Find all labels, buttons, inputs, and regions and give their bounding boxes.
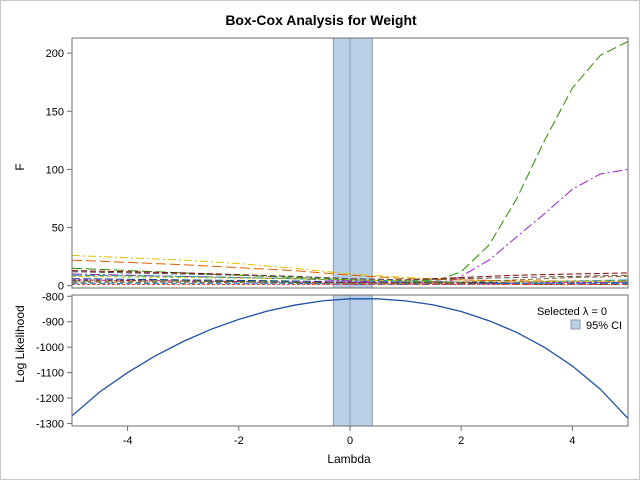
x-tick-label: 4	[569, 435, 575, 447]
f-panel-y-tick-label: 200	[46, 48, 64, 60]
f-panel-series-line-11	[72, 275, 628, 284]
f-panel-series-line-5	[72, 271, 628, 281]
loglik-panel-y-tick-label: -900	[42, 317, 64, 329]
f-panel-y-tick-label: 100	[46, 164, 64, 176]
f-panel-series-line-10	[72, 280, 628, 285]
x-tick-label: -4	[123, 435, 133, 447]
f-panel-series-line-0	[72, 41, 628, 282]
f-panel-series-line-8	[72, 278, 628, 284]
f-panel-y-tick-label: 50	[52, 223, 64, 235]
loglik-panel-y-tick-label: -1200	[36, 393, 64, 405]
loglik-panel-y-axis-label: Log Likelihood	[13, 305, 27, 382]
f-panel-ci-band	[332, 37, 373, 289]
legend-selected-lambda: Selected λ = 0	[537, 306, 607, 318]
chart-title: Box-Cox Analysis for Weight	[225, 12, 417, 28]
legend-ci-label: 95% CI	[586, 320, 622, 332]
f-panel-y-axis-label: F	[13, 163, 27, 170]
x-axis-label: Lambda	[327, 452, 371, 466]
f-panel-y-tick-label: 0	[58, 281, 64, 293]
loglik-panel-ci-band	[332, 294, 373, 427]
x-tick-label: 0	[347, 435, 353, 447]
f-panel-series-line-7	[72, 275, 628, 283]
f-panel-y-tick-label: 150	[46, 106, 64, 118]
f-panel-frame	[71, 37, 629, 289]
legend-ci-swatch	[570, 319, 581, 330]
x-tick-label: -2	[234, 435, 244, 447]
loglik-panel-y-tick-label: -1000	[36, 342, 64, 354]
f-panel-series-line-6	[72, 274, 628, 283]
loglik-panel-y-tick-label: -1300	[36, 418, 64, 430]
x-tick-label: 2	[458, 435, 464, 447]
f-panel-series-line-12	[72, 281, 628, 285]
loglik-panel-series-line-0	[72, 298, 628, 419]
loglik-panel-y-tick-label: -800	[42, 291, 64, 303]
loglik-panel-y-tick-label: -1100	[37, 368, 64, 380]
